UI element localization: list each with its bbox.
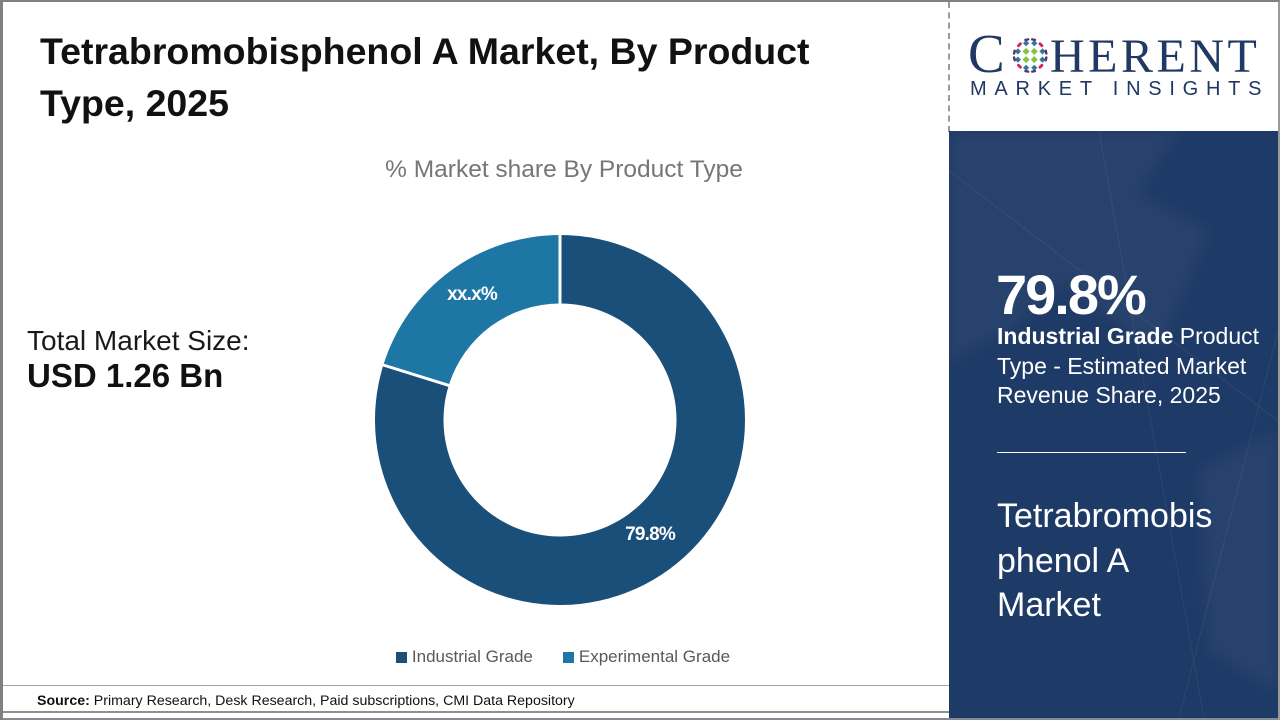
svg-text:HERENT: HERENT	[1050, 30, 1260, 83]
svg-text:C: C	[968, 23, 1005, 84]
svg-text:MARKET INSIGHTS: MARKET INSIGHTS	[970, 78, 1269, 100]
